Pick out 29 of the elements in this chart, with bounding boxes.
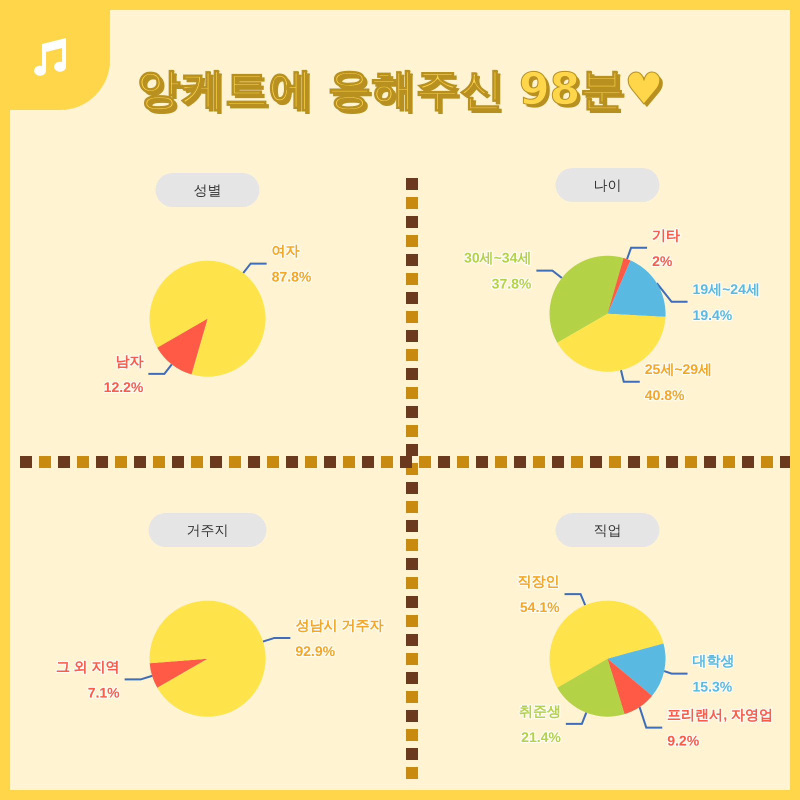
data-label: 54.1% [520,599,560,616]
chart-title: 거주지 [186,522,228,538]
data-label: 40.8% [644,386,686,403]
data-label: 15.3% [692,678,733,695]
slice-label: 프리랜서, 자영업 [667,706,774,723]
slice-label: 그 외 지역 [56,658,120,674]
slice-label: 직장인 [518,573,560,590]
slice-label: 대학생 [692,652,734,669]
chart-title: 직업 [594,522,622,538]
slice-label: 여자 [272,242,300,259]
slice-label: 남자 [115,352,144,369]
data-label: 87.8% [272,268,312,285]
slice-label: 취준생 [518,702,561,719]
text: 앙케트에 응해주신 98분♥ [135,63,665,117]
data-label: 19.4% [692,306,733,323]
slice-label: 30세~34세 [464,250,532,266]
slice-label: 25세~29세 [644,360,712,377]
data-label: 21.4% [521,728,562,745]
data-label: 9.2% [667,732,700,749]
data-label: 37.8% [492,276,532,292]
chart-title: 나이 [594,177,622,193]
data-label: 12.2% [104,378,144,395]
slice-label: 성남시 거주자 [295,616,384,633]
slice-label: 기타 [652,226,680,243]
data-label: 2% [652,252,673,269]
data-label: 92.9% [295,642,336,659]
chart-title: 성별 [194,182,222,198]
data-label: 7.1% [88,684,120,700]
slice-label: 19세~24세 [692,280,760,297]
